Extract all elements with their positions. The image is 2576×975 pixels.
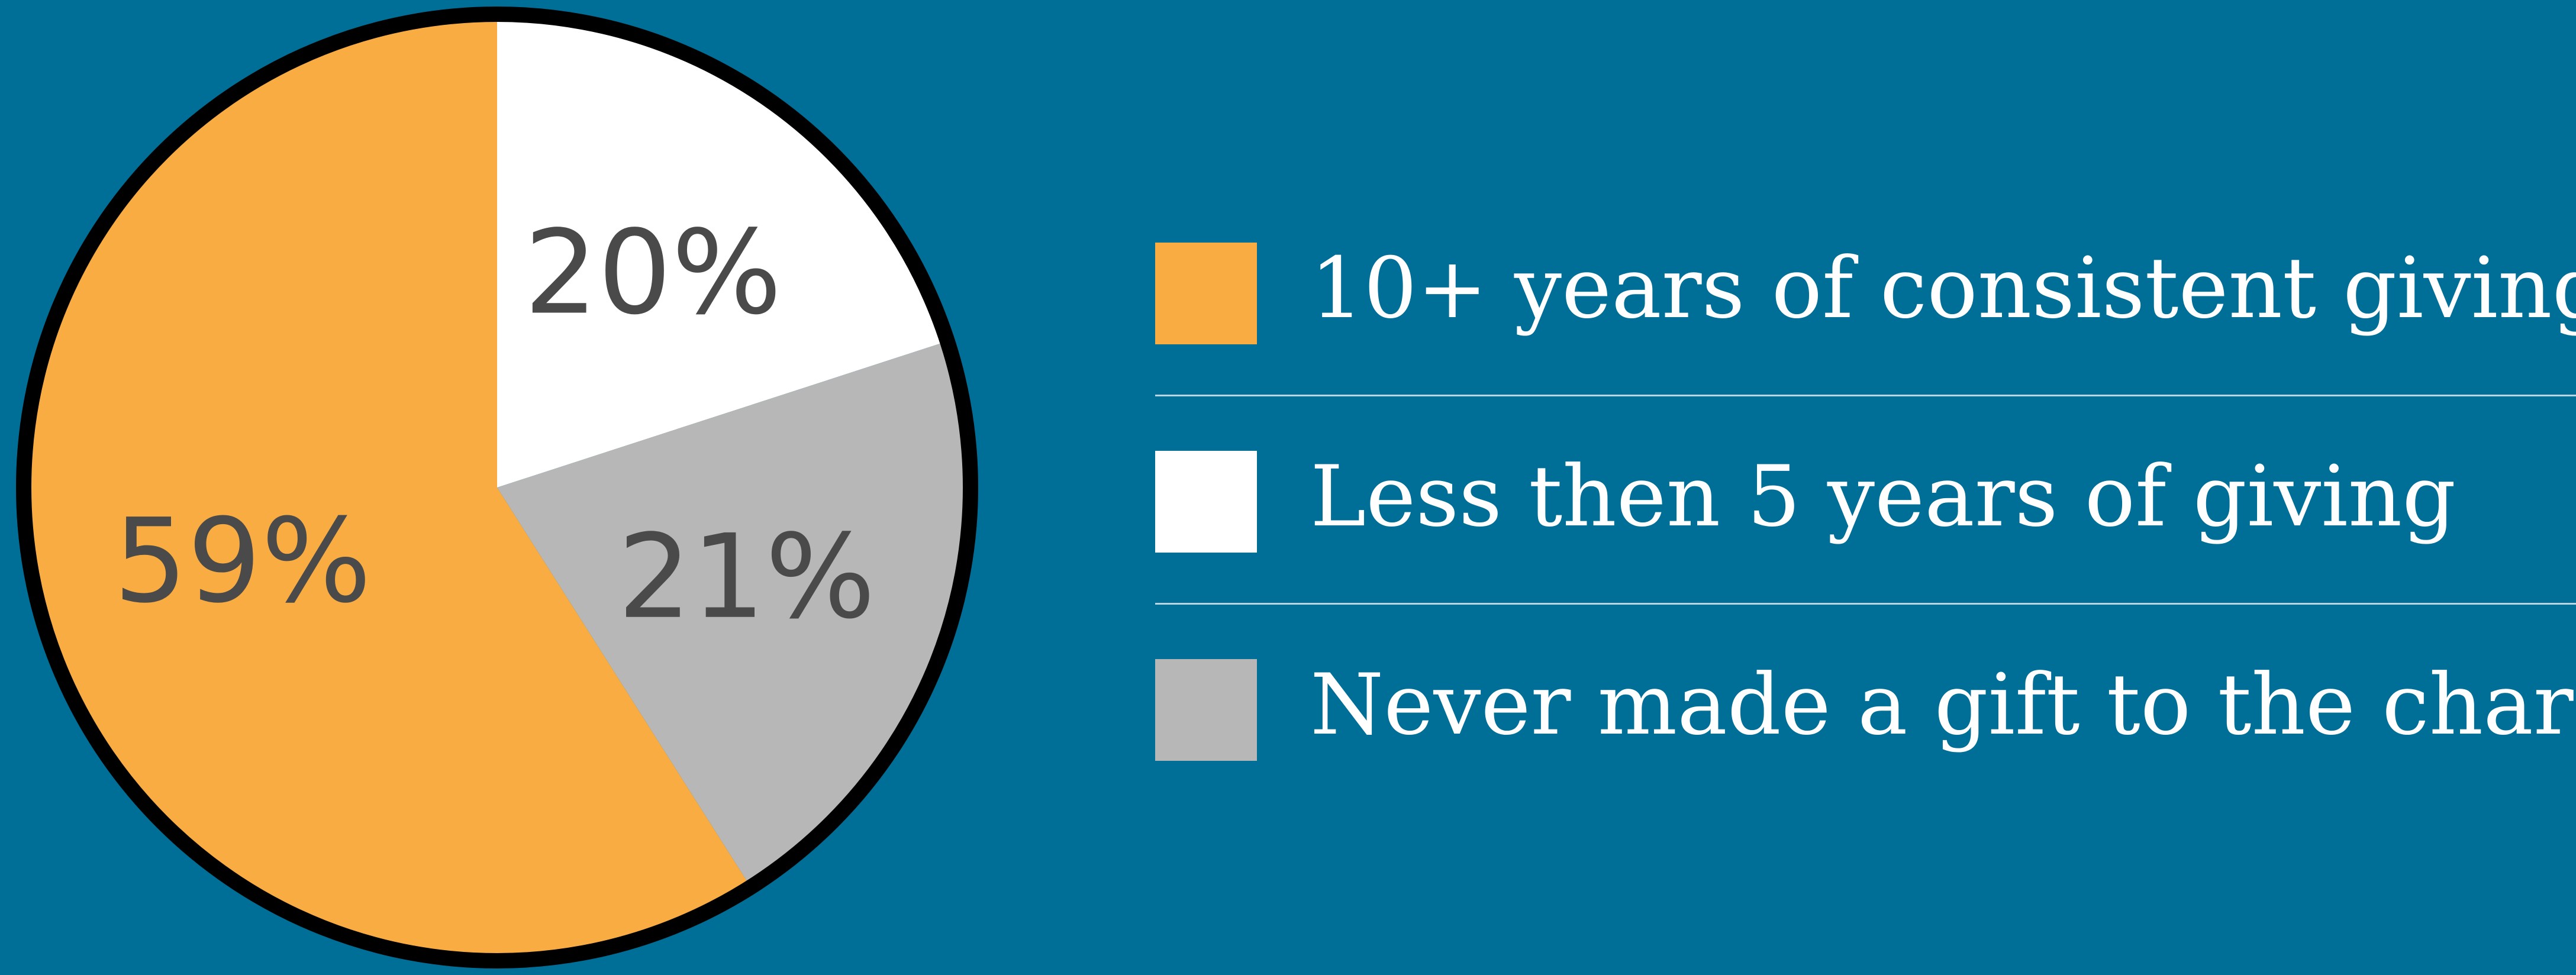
legend-swatch-ten-plus-years [1155, 243, 1257, 344]
pie-outline [16, 7, 978, 968]
legend-item: Less then 5 years of giving [1155, 396, 2576, 605]
legend-label-never-gave: Never made a gift to the charity [1310, 656, 2576, 754]
legend: 10+ years of consistent giving Less then… [1155, 188, 2576, 813]
legend-item: 10+ years of consistent giving [1155, 188, 2576, 396]
pie-chart: 20% 21% 59% [16, 7, 978, 968]
pie-slice-less-than-five-years [497, 14, 947, 488]
pie-slice-ten-plus-years [23, 14, 751, 961]
pie-label-ten-plus-years: 59% [114, 494, 372, 629]
pie-label-less-than-five-years: 20% [524, 206, 782, 341]
legend-swatch-never-gave [1155, 659, 1257, 761]
legend-divider [1155, 603, 2576, 605]
pie-label-never-gave: 21% [618, 510, 876, 645]
pie-slice-never-gave [497, 341, 971, 887]
legend-label-ten-plus-years: 10+ years of consistent giving [1310, 240, 2576, 337]
legend-item: Never made a gift to the charity [1155, 605, 2576, 813]
legend-divider [1155, 395, 2576, 396]
legend-label-less-than-five-years: Less then 5 years of giving [1310, 448, 2456, 545]
legend-swatch-less-than-five-years [1155, 451, 1257, 553]
